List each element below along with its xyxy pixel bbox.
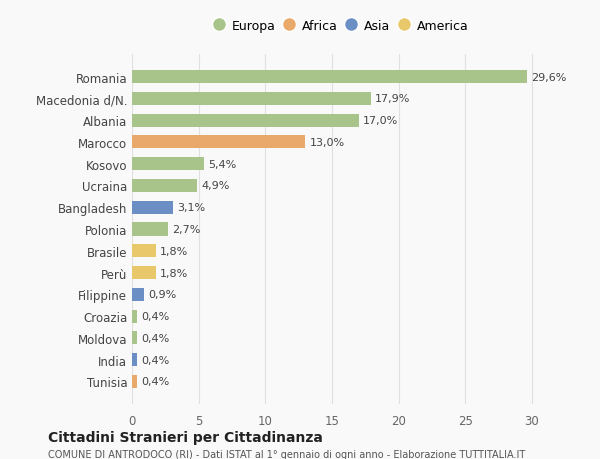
Bar (132, 245, 156, 258)
Bar (132, 375, 137, 388)
Text: 1,8%: 1,8% (160, 268, 188, 278)
Text: 0,9%: 0,9% (148, 290, 176, 300)
Text: 0,4%: 0,4% (142, 355, 170, 365)
Bar (132, 179, 197, 193)
Text: Cittadini Stranieri per Cittadinanza: Cittadini Stranieri per Cittadinanza (48, 430, 323, 444)
Text: 5,4%: 5,4% (208, 159, 236, 169)
Bar (132, 93, 371, 106)
Bar (132, 288, 144, 301)
Text: 29,6%: 29,6% (530, 73, 566, 83)
Text: 1,8%: 1,8% (160, 246, 188, 256)
Bar (132, 201, 173, 214)
Text: 2,7%: 2,7% (172, 224, 200, 235)
Text: 17,9%: 17,9% (374, 94, 410, 104)
Text: 0,4%: 0,4% (142, 333, 170, 343)
Bar (132, 136, 305, 149)
Bar (132, 71, 527, 84)
Text: 4,9%: 4,9% (202, 181, 230, 191)
Bar (132, 114, 359, 128)
Bar (132, 223, 168, 236)
Text: 3,1%: 3,1% (178, 203, 205, 213)
Text: 0,4%: 0,4% (142, 376, 170, 386)
Bar (132, 353, 137, 366)
Bar (132, 331, 137, 345)
Text: 13,0%: 13,0% (310, 138, 344, 148)
Text: COMUNE DI ANTRODOCO (RI) - Dati ISTAT al 1° gennaio di ogni anno - Elaborazione : COMUNE DI ANTRODOCO (RI) - Dati ISTAT al… (48, 449, 525, 459)
Legend: Europa, Africa, Asia, America: Europa, Africa, Asia, America (212, 16, 472, 36)
Bar (132, 158, 204, 171)
Bar (132, 310, 137, 323)
Text: 17,0%: 17,0% (362, 116, 398, 126)
Text: 0,4%: 0,4% (142, 311, 170, 321)
Bar (132, 266, 156, 280)
